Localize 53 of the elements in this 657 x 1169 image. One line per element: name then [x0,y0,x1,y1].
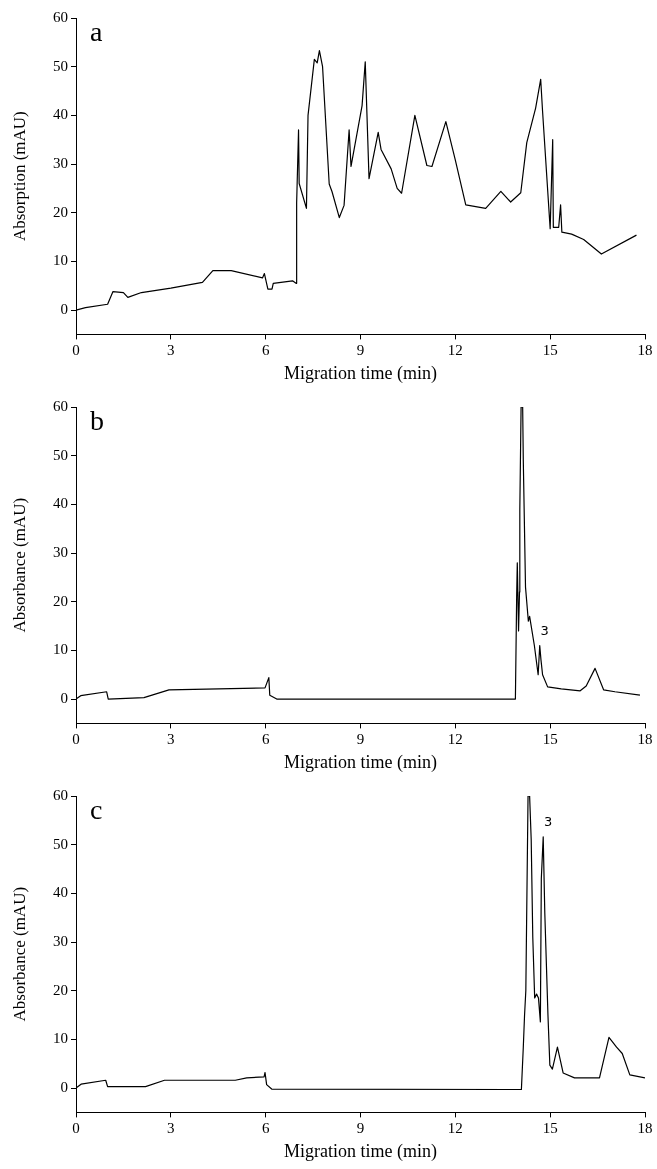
x-tick-label: 3 [167,1120,175,1137]
y-axis-title: Absorbance (mAU) [9,497,29,633]
y-tick-label: 0 [60,301,68,317]
x-tick-label: 6 [261,342,270,359]
y-tick-label: 30 [53,543,68,560]
x-tick-label: 0 [72,342,80,359]
y-tick-label: 20 [53,203,68,220]
y-tick-label: 0 [60,1079,68,1095]
y-tick-label: 10 [53,252,68,269]
y-tick-label: 40 [53,106,68,123]
y-tick-label: 30 [53,932,68,949]
y-tick-label: 10 [53,1030,68,1047]
x-tick-label: 12 [447,342,463,359]
y-tick-label: 20 [53,981,68,998]
x-tick-label: 9 [356,342,365,359]
annotation: 3 [544,814,553,830]
x-tick-label: 12 [447,1120,463,1137]
y-axis-title: Absorption (mAU) [9,111,29,242]
chart-title: b [90,405,104,437]
chart-title: c [90,794,103,826]
x-tick-label: 18 [637,342,653,359]
y-axis-title: Absorbance (mAU) [9,886,29,1022]
x-tick-label: 18 [637,731,653,748]
x-tick-label: 9 [356,1120,365,1137]
y-tick-label: 60 [53,8,68,25]
x-tick-label: 3 [167,731,175,748]
y-tick-label: 60 [53,786,68,803]
y-tick-label: 30 [53,154,68,171]
x-tick-label: 12 [447,731,463,748]
x-axis-title: Migration time (min) [284,751,437,773]
x-tick-label: 18 [637,1120,653,1137]
x-tick-label: 15 [542,342,558,359]
x-axis-title: Migration time (min) [284,1140,437,1162]
chart-title: a [90,16,103,48]
annotation: 3 [540,622,549,638]
x-axis-title: Migration time (min) [284,362,437,384]
y-tick-label: 20 [53,592,68,609]
y-tick-label: 40 [53,884,68,901]
y-tick-label: 50 [53,835,68,852]
x-tick-label: 15 [542,1120,558,1137]
x-tick-label: 3 [167,342,175,359]
y-tick-label: 50 [53,446,68,463]
x-tick-label: 6 [261,731,270,748]
y-tick-label: 0 [60,690,68,706]
y-tick-label: 10 [53,641,68,658]
x-tick-label: 9 [356,731,365,748]
x-tick-label: 6 [261,1120,270,1137]
x-tick-label: 0 [72,1120,80,1137]
x-tick-label: 15 [542,731,558,748]
x-tick-label: 0 [72,731,80,748]
y-tick-label: 40 [53,495,68,512]
y-tick-label: 60 [53,397,68,414]
y-tick-label: 50 [53,57,68,74]
